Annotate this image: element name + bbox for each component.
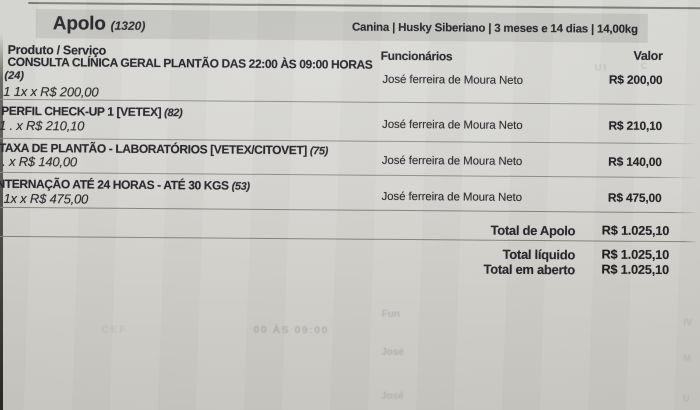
staff-name: José ferreira de Moura Neto (381, 190, 523, 204)
product-code: (82) (164, 107, 183, 120)
product-quantity: 1 . x R$ 140,00 (0, 153, 77, 170)
ghost-text: CEF (101, 324, 128, 336)
totals-separator (0, 206, 699, 214)
product-quantity: 1x x R$ 475,00 (3, 190, 89, 207)
ghost-text: U (682, 393, 690, 404)
product-code: (75) (309, 145, 329, 158)
ghost-text: UI (594, 62, 609, 74)
ghost-text: M (683, 353, 691, 364)
ghost-text: C (640, 60, 648, 72)
patient-code: (1320) (110, 18, 146, 33)
ghost-text: José (380, 390, 404, 402)
total-open-label: Total em aberto (483, 261, 575, 278)
product-name: PERFIL CHECK-UP 1 [VETEX] (82) (1, 104, 182, 119)
product-name-text: PERFIL CHECK-UP 1 [VETEX] (1, 103, 162, 120)
patient-title-bar: Apolo (1320) Canina | Husky Siberiano | 3… (35, 9, 648, 43)
product-value: R$ 475,00 (607, 190, 662, 206)
product-quantity: 1 . x R$ 210,10 (0, 117, 85, 134)
ghost-text: Fun (381, 308, 400, 320)
total-liquid-value: R$ 1.025,10 (601, 246, 670, 263)
column-header-staff: Funcionários (380, 48, 453, 64)
patient-name-group: Apolo (1320) (53, 13, 146, 36)
product-value: R$ 200,00 (608, 72, 663, 88)
total-label: Total de Apolo (490, 222, 576, 239)
column-header-value: Valor (633, 48, 663, 64)
product-name: CONSULTA CLÍNICA GERAL PLANTÃO DAS 22:00… (7, 54, 373, 72)
product-code: (24) (4, 69, 25, 83)
ghost-text: IV (683, 317, 693, 328)
product-quantity: 1 1x x R$ 200,00 (3, 83, 99, 100)
staff-name: José ferreira de Moura Neto (381, 154, 523, 168)
ghost-text: 00 ÀS 09:00 (253, 323, 329, 337)
totals-separator (0, 235, 699, 243)
staff-name: José ferreira de Moura Neto (382, 73, 523, 87)
patient-name: Apolo (52, 12, 106, 35)
product-value: R$ 210,10 (608, 118, 663, 134)
product-value: R$ 140,00 (608, 154, 662, 170)
staff-name: José ferreira de Moura Neto (382, 118, 523, 132)
patient-info: Canina | Husky Siberiano | 3 meses e 14 … (351, 21, 638, 36)
product-code: (53) (231, 180, 250, 193)
total-value: R$ 1.025,10 (601, 222, 670, 239)
total-open-value: R$ 1.025,10 (601, 261, 669, 278)
total-liquid-label: Total líquido (502, 246, 576, 263)
photo-left-edge (0, 34, 3, 410)
ghost-text: José (381, 346, 405, 358)
top-border-line (27, 2, 700, 10)
